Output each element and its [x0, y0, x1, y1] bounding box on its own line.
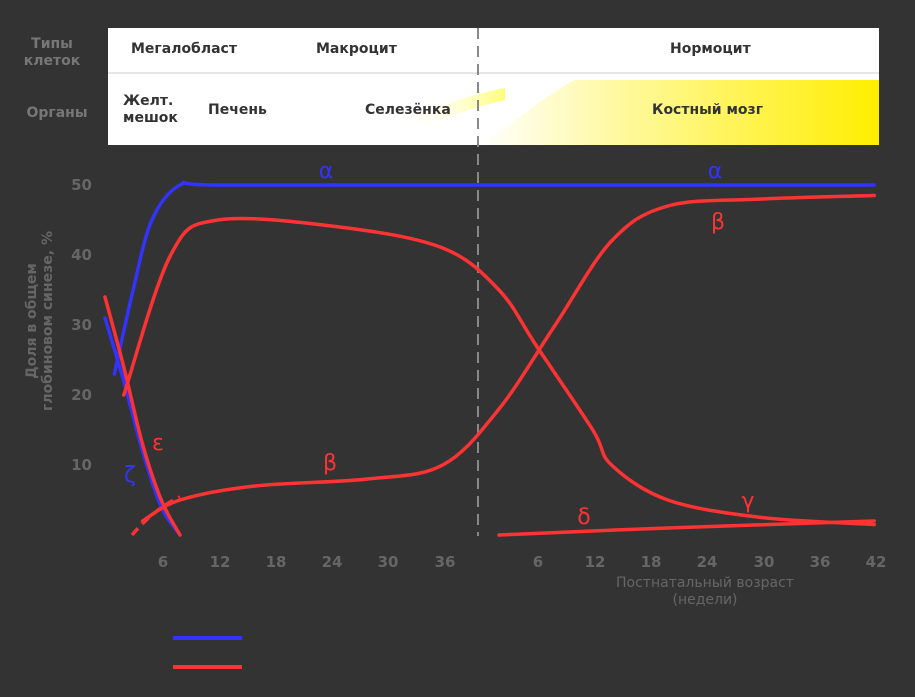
y-tick-label: 10	[71, 456, 92, 474]
x-tick-label-postnatal: 24	[697, 553, 718, 571]
x-tick-label-prenatal: 12	[210, 553, 231, 571]
x-tick-label-postnatal: 6	[533, 553, 543, 571]
beta-line-dashed	[130, 495, 181, 537]
x-tick-label-postnatal: 30	[754, 553, 775, 571]
delta-line	[497, 519, 876, 537]
x-tick-label-prenatal: 6	[158, 553, 168, 571]
x-axis-title: Постнатальный возраст (недели)	[616, 575, 794, 608]
celltype-megaloblast: Мегалобласт	[131, 41, 237, 57]
x-tick-label-postnatal: 36	[810, 553, 831, 571]
beta-label: β	[711, 210, 725, 235]
organ-liver: Печень	[208, 102, 267, 118]
x-tick-label-prenatal: 30	[378, 553, 399, 571]
y-tick-label: 40	[71, 246, 92, 264]
y-tick-label: 20	[71, 386, 92, 404]
alpha-line	[112, 180, 876, 376]
spleen-band	[400, 88, 505, 132]
zeta-line	[103, 316, 182, 537]
epsilon-line	[103, 295, 182, 537]
y-tick-label: 30	[71, 316, 92, 334]
x-tick-label-postnatal: 12	[585, 553, 606, 571]
cell-types-row-label: Типы клеток	[23, 36, 81, 69]
beta-label: β	[323, 451, 337, 476]
bone-marrow-band	[478, 80, 879, 145]
celltype-normocyte: Нормоцит	[670, 41, 751, 57]
epsilon-label: ε	[152, 431, 164, 456]
x-tick-label-postnatal: 18	[641, 553, 662, 571]
beta-line	[140, 193, 876, 523]
x-tick-label-prenatal: 36	[435, 553, 456, 571]
gamma-label: γ	[741, 489, 754, 514]
gamma-line	[122, 216, 876, 527]
x-tick-label-postnatal: 42	[866, 553, 887, 571]
alpha-label: α	[708, 159, 723, 184]
alpha-label: α	[319, 159, 334, 184]
delta-label: δ	[577, 505, 590, 530]
zeta-label: ζ	[124, 463, 136, 488]
x-tick-label-prenatal: 24	[322, 553, 343, 571]
organs-row-label: Органы	[26, 105, 88, 121]
x-tick-label-prenatal: 18	[266, 553, 287, 571]
y-tick-label: 50	[71, 176, 92, 194]
celltype-macrocyte: Макроцит	[316, 41, 397, 57]
organ-yolk-sac: Желт. мешок	[123, 93, 178, 126]
organ-spleen: Селезёнка	[365, 102, 451, 118]
organ-bone-marrow: Костный мозг	[652, 102, 764, 118]
